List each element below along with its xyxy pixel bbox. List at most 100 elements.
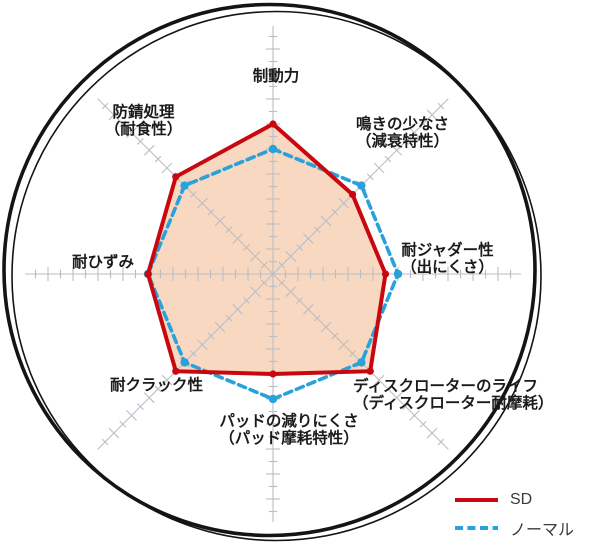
axis-label-text: パッドの減りにくさ (219, 413, 359, 430)
legend-label-sd: SD (510, 491, 533, 508)
sd-vertex-dot (366, 367, 374, 375)
axis-tick (373, 374, 385, 386)
axis-tick (232, 233, 243, 244)
axis-label-text: ディスクローターのライフ (353, 378, 538, 395)
axis-label-text: （出にくさ） (401, 259, 494, 276)
axis-tick (243, 244, 250, 251)
axis-tick (331, 208, 339, 216)
legend-item-sd: SD (455, 486, 574, 514)
axis-tick (409, 127, 420, 138)
normal-vertex-dot (393, 269, 403, 279)
axis-tick (126, 127, 137, 138)
axis-tick (296, 297, 303, 304)
axis-tick (409, 410, 420, 421)
axis-tick (402, 138, 409, 145)
axis-tick (225, 314, 233, 322)
axis-tick (426, 427, 438, 439)
axis-label-text: 防錆処理 (112, 104, 175, 121)
axis-tick (303, 304, 314, 315)
sd-vertex-dot (172, 367, 180, 375)
axis-label-text: （減衰特性） (355, 133, 449, 150)
axis-tick (338, 197, 350, 209)
axis-tick (101, 102, 109, 110)
axis-tick (384, 385, 392, 393)
axis-tick (391, 392, 403, 404)
axis-tick (143, 144, 155, 156)
axis-tick (320, 321, 332, 333)
axis-tick (207, 332, 215, 340)
normal-vertex-dot (357, 358, 366, 367)
axis-tick (214, 321, 226, 333)
axis-tick (119, 420, 127, 428)
axis-label-crack-resistance: 耐クラック性 (110, 377, 203, 394)
axis-tick (161, 374, 173, 386)
axis-label-distortion-resistance: 耐ひずみ (72, 254, 134, 271)
axis-tick (101, 438, 109, 446)
legend-label-normal: ノーマル (510, 522, 575, 539)
sd-vertex-dot (348, 190, 357, 199)
normal-vertex-dot (180, 358, 189, 367)
axis-tick (285, 286, 297, 298)
legend-item-normal: ノーマル (455, 514, 574, 542)
axis-label-text: 制動力 (252, 68, 300, 85)
axis-tick (391, 144, 403, 156)
axis-tick (214, 215, 226, 227)
axis-tick (402, 403, 409, 410)
axis-label-text: 耐クラック性 (110, 377, 204, 394)
axis-tick (320, 215, 332, 227)
axis-label-text: （ディスクローター耐摩耗） (353, 395, 554, 412)
axis-tick (143, 392, 155, 404)
axis-tick (249, 286, 261, 298)
axis-tick (108, 109, 120, 121)
axis-tick (207, 208, 215, 216)
axis-tick (249, 250, 261, 262)
axis-tick (313, 226, 321, 234)
sd-vertex-dot (269, 370, 277, 378)
axis-tick (126, 410, 137, 421)
axis-label-braking-force: 制動力 (226, 68, 326, 85)
axis-tick (154, 385, 162, 393)
axis-tick (278, 279, 286, 287)
axis-tick (419, 420, 427, 428)
axis-tick (260, 279, 268, 287)
axis-tick (196, 339, 208, 351)
axis-tick (137, 138, 144, 145)
axis-tick (285, 250, 297, 262)
axis-tick (108, 427, 120, 439)
axis-label-judder-resistance: 耐ジャダー性 （出にくさ） (390, 242, 505, 276)
axis-tick (154, 155, 162, 163)
legend: SD ノーマル (455, 486, 574, 542)
rotor-inner-ring (11, 10, 542, 542)
axis-tick (331, 332, 339, 340)
axis-tick (119, 120, 127, 128)
axis-tick (437, 102, 445, 110)
rotor-outer-ring (2, 2, 537, 538)
axis-tick (190, 350, 197, 357)
sd-vertex-dot (269, 120, 277, 128)
axis-tick (296, 244, 303, 251)
axis-tick (137, 403, 144, 410)
axis-tick (338, 339, 350, 351)
axis-label-text: 耐ひずみ (72, 254, 135, 271)
axis-tick (437, 438, 445, 446)
axis-label-squeal-resistance: 鳴きの少なさ （減衰特性） (340, 116, 465, 150)
sd-vertex-dot (144, 270, 152, 278)
axis-label-text: 耐ジャダー性 (401, 242, 494, 259)
axis-tick (161, 162, 173, 174)
axis-tick (243, 297, 250, 304)
axis-label-pad-wear: パッドの減りにくさ （パッド摩耗特性） (210, 413, 368, 447)
axis-tick (225, 226, 233, 234)
axis-tick (419, 120, 427, 128)
axis-tick (349, 350, 356, 357)
legend-line-normal-icon (455, 526, 498, 530)
axis-tick (196, 197, 208, 209)
sd-vertex-dot (381, 270, 390, 278)
normal-vertex-dot (180, 181, 189, 190)
legend-line-sd-icon (455, 498, 498, 502)
axis-label-text: （パッド摩耗特性） (219, 430, 359, 447)
axis-tick (384, 155, 392, 163)
axis-tick (190, 191, 197, 198)
axis-tick (373, 162, 385, 174)
